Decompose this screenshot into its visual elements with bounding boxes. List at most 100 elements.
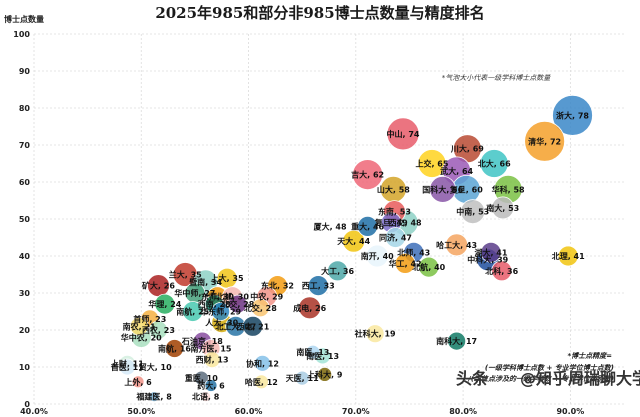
data-bubble (480, 241, 502, 263)
data-label: 上财, 11 (111, 358, 144, 368)
data-bubble (491, 260, 513, 282)
data-label: 西工, 33 (302, 282, 335, 291)
data-bubble (552, 95, 593, 136)
data-label: 山大, 58 (377, 184, 410, 194)
data-label: 华科, 58 (492, 184, 525, 194)
data-bubble (204, 379, 218, 392)
data-label: 西农, 23 (142, 325, 175, 335)
data-label: 东北, 32 (261, 281, 294, 291)
chart-title: 2025年985和部分非985博士点数量与精度排名 (155, 4, 484, 22)
data-label: 暨南, 34 (189, 277, 222, 287)
data-label: 哈工大, 43 (436, 240, 477, 250)
data-label: 重大, 46 (351, 221, 384, 231)
data-bubble (307, 275, 329, 297)
data-bubble (131, 375, 145, 389)
data-bubble (352, 159, 384, 191)
data-bubble (365, 244, 389, 268)
x-tick-label: 60.0% (235, 407, 263, 416)
data-bubble (129, 316, 149, 336)
data-label: 华中农, 20 (121, 332, 162, 342)
x-tick-label: 40.0% (20, 407, 48, 416)
data-label: 重医, 10 (185, 373, 218, 383)
precision-note-title: *博士点精度= (567, 351, 612, 360)
data-label: 南开, 40 (361, 251, 394, 261)
data-bubble (557, 245, 579, 267)
data-bubble (211, 302, 231, 321)
data-bubble (460, 199, 486, 225)
data-bubble (342, 229, 366, 253)
data-label: 福建医, 8 (135, 392, 172, 402)
data-label: 清华, 72 (528, 136, 561, 146)
watermark-handle: @知乎周瑞聊大学 (520, 369, 640, 388)
data-label: 华中师, 27 (174, 288, 215, 298)
y-tick-label: 20 (19, 326, 31, 335)
data-bubble (200, 391, 212, 403)
data-label: 社科大, 19 (354, 329, 396, 339)
y-tick-label: 90 (19, 67, 31, 76)
data-bubble (317, 366, 333, 382)
data-label: 华理, 24 (148, 299, 181, 309)
data-bubble (357, 215, 379, 237)
data-bubble (524, 120, 566, 162)
data-label: 南大, 53 (486, 203, 519, 213)
data-label: 人大, 30 (205, 318, 238, 328)
data-label: 成电, 26 (293, 303, 326, 313)
data-label: 哈医, 12 (245, 377, 278, 387)
y-tick-label: 80 (19, 104, 31, 113)
data-label: 兰大, 35 (169, 270, 202, 280)
data-bubble (146, 358, 164, 376)
data-bubble (294, 370, 310, 386)
data-bubble (445, 233, 469, 257)
data-label: 中山, 74 (387, 129, 420, 139)
data-label: 药大, 6 (197, 381, 225, 391)
y-tick-label: 0 (24, 400, 30, 409)
data-label: 北语, 8 (192, 392, 220, 402)
x-tick-label: 90.0% (556, 407, 584, 416)
data-label: 贸大, 10 (139, 362, 172, 372)
data-bubble (385, 227, 406, 248)
data-bubble (298, 296, 322, 320)
data-bubble (386, 117, 420, 151)
data-label: 西交, 48 (389, 218, 422, 228)
precision-note-line: /(学位点涉及的一级学科数 + 专业学位类别数) (467, 374, 614, 383)
data-label: 上大, 35 (211, 273, 244, 283)
data-label: 石油京, 18 (181, 336, 223, 346)
data-bubble (394, 252, 416, 274)
data-label: 西财, 13 (196, 355, 229, 365)
data-label: 南医, 13 (306, 351, 339, 361)
data-label: 协和, 12 (246, 358, 279, 368)
y-tick-label: 100 (13, 30, 30, 39)
data-label: 矿大, 26 (142, 281, 175, 291)
data-label: 上交, 65 (415, 159, 448, 169)
x-tick-label: 80.0% (449, 407, 477, 416)
data-label: 南科大, 17 (436, 336, 477, 346)
data-bubble (165, 339, 184, 358)
data-bubble (320, 216, 340, 236)
x-tick-label: 50.0% (127, 407, 155, 416)
data-label: 西电, 21 (236, 321, 269, 331)
data-bubble (148, 391, 160, 403)
data-label: 同济, 47 (379, 233, 412, 243)
data-label: 北理, 41 (552, 251, 585, 261)
data-bubble (327, 260, 348, 282)
data-bubble (254, 374, 269, 390)
data-label: 中农, 29 (250, 292, 283, 302)
y-tick-label: 10 (19, 363, 31, 372)
data-bubble (118, 358, 136, 376)
data-label: 北邮, 30 (216, 292, 249, 302)
y-tick-label: 70 (19, 141, 31, 150)
data-label: 东师, 30 (201, 292, 234, 302)
data-bubble (242, 315, 264, 337)
data-label: 华工, 42 (389, 258, 422, 268)
y-tick-label: 30 (19, 289, 31, 298)
data-label: 上外, 6 (124, 377, 152, 387)
data-label: 川大, 69 (450, 144, 484, 154)
data-label: 武大, 64 (440, 166, 473, 176)
data-bubble (228, 294, 248, 314)
data-bubble (429, 175, 457, 203)
data-label: 首医, 11 (111, 362, 144, 372)
data-label: 北航, 40 (412, 262, 445, 272)
data-label: 北交, 28 (221, 299, 254, 309)
data-bubble (365, 324, 385, 344)
data-label: 北科, 36 (485, 266, 518, 276)
